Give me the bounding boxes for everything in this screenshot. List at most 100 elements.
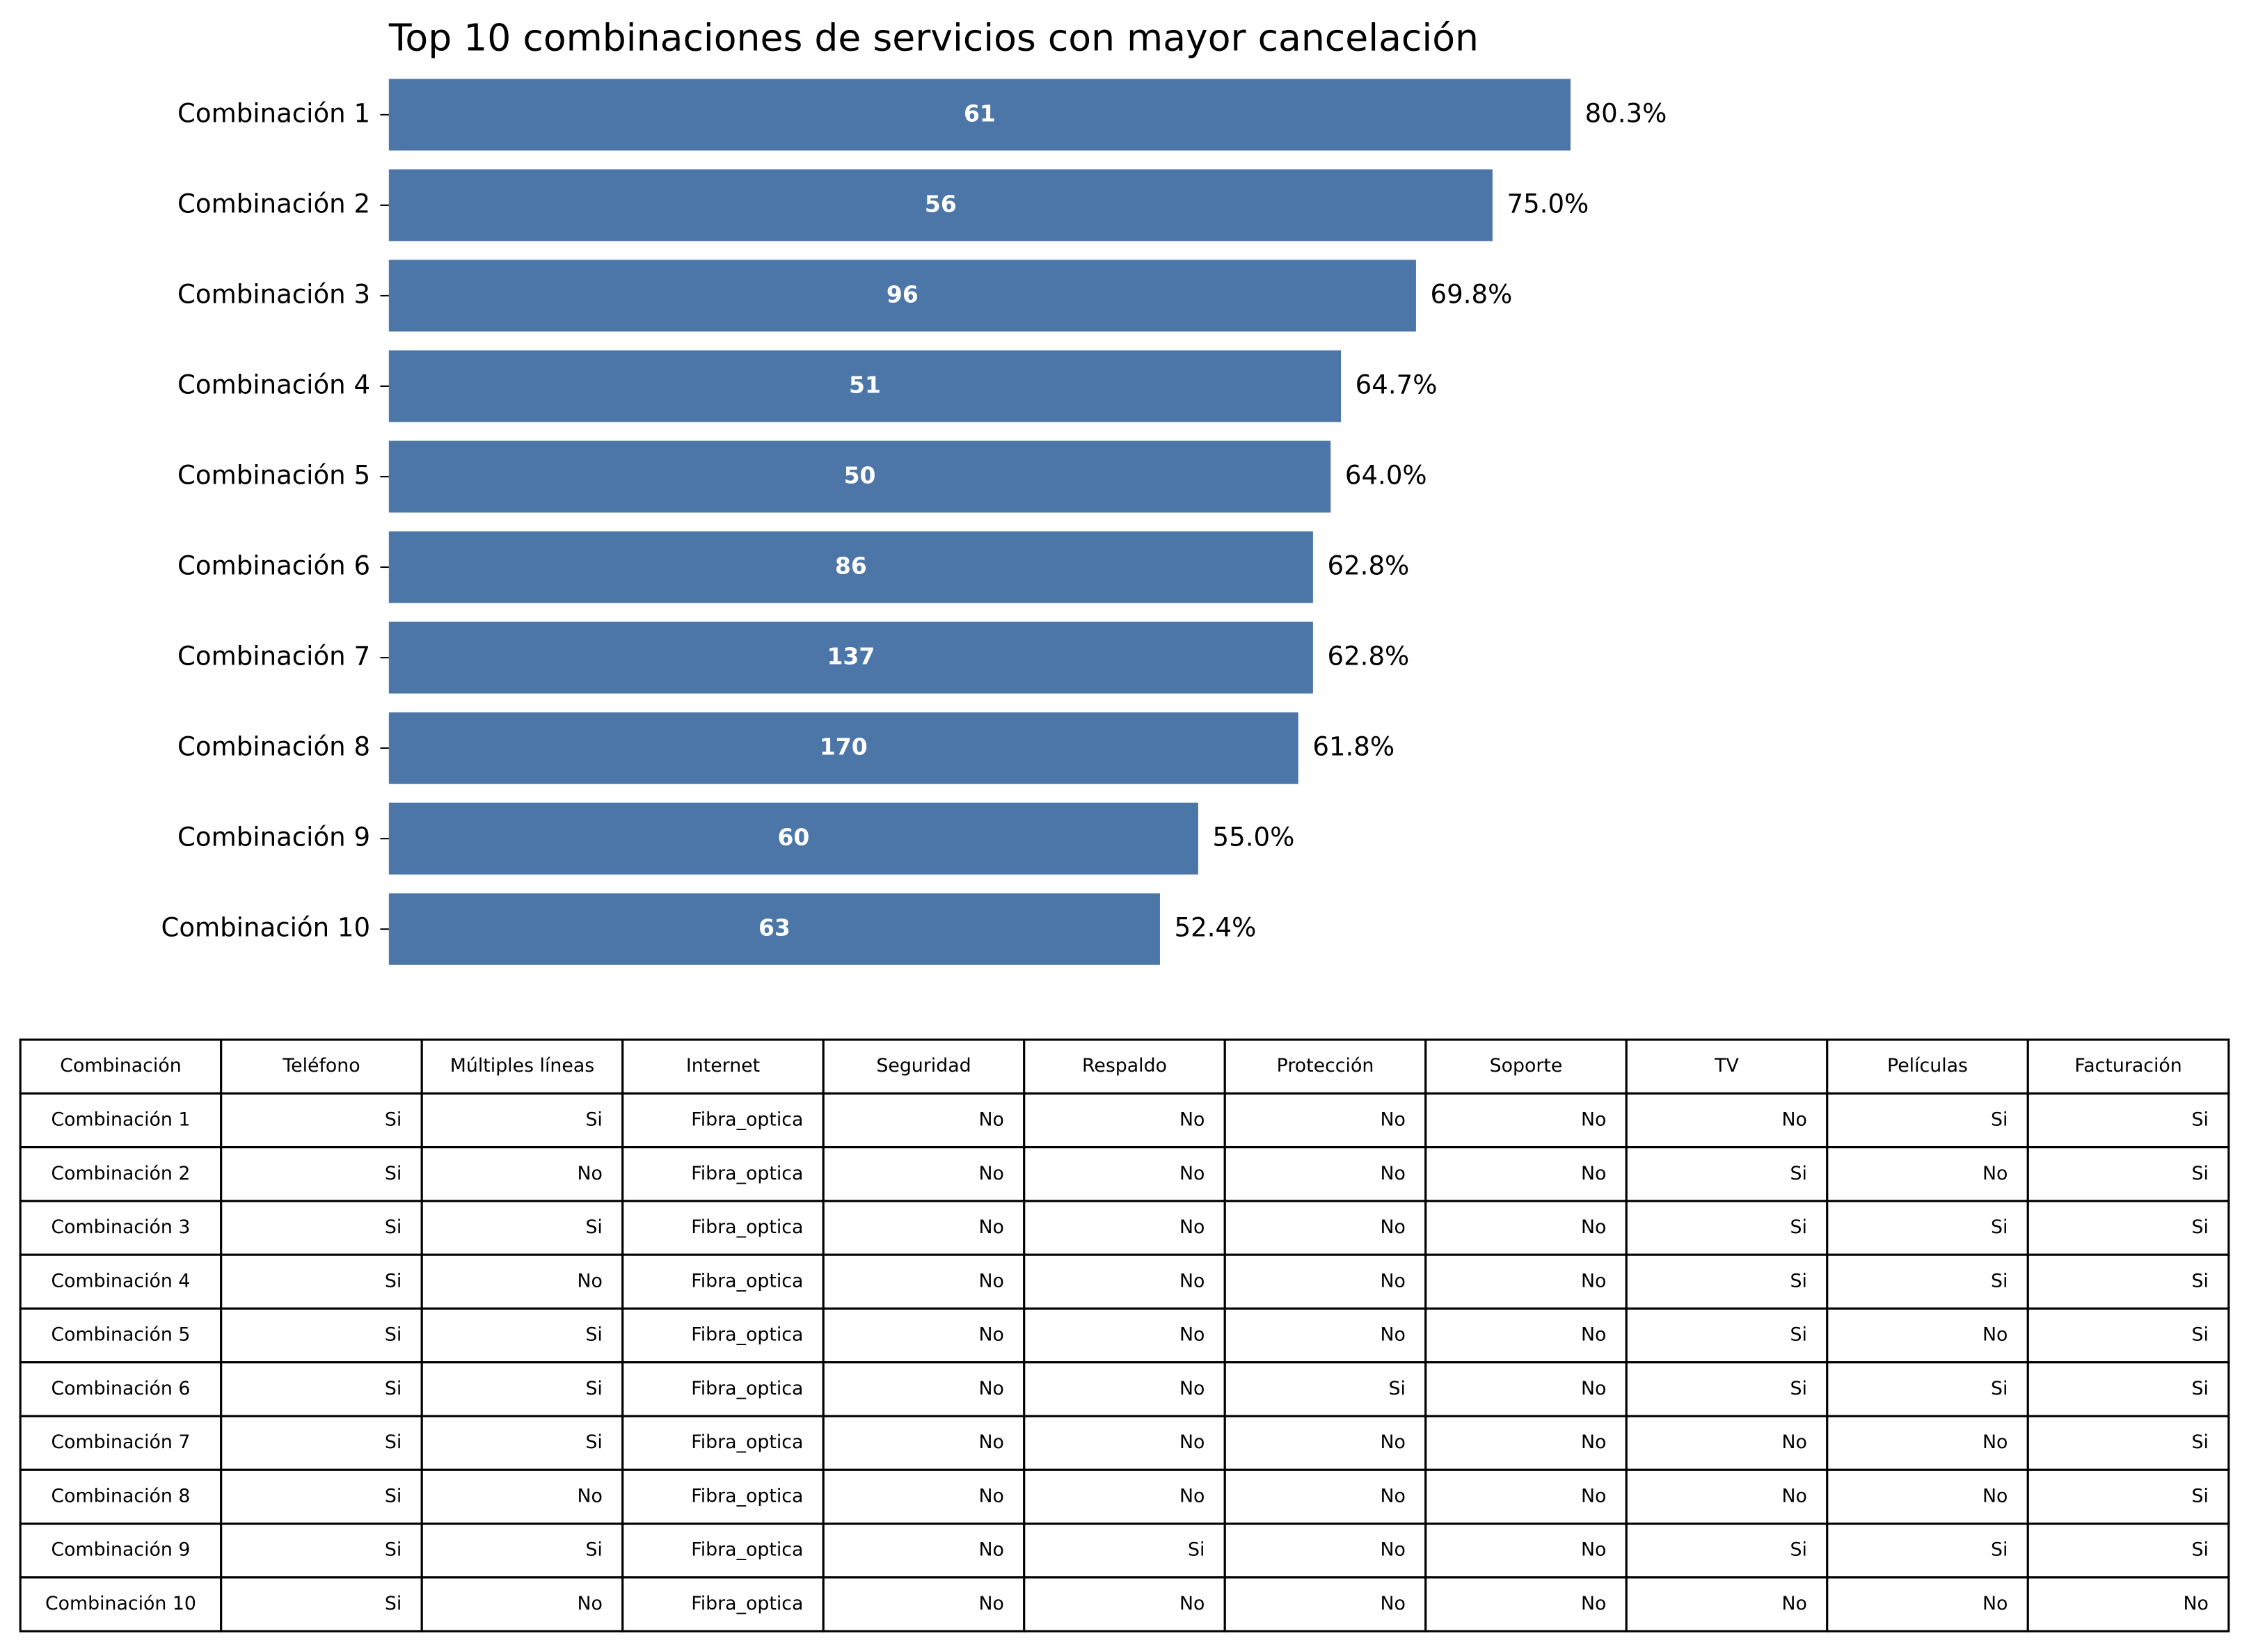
table-cell-text: Si <box>585 1539 602 1561</box>
count-label: 86 <box>835 553 867 580</box>
table-cell <box>1625 1200 1829 1256</box>
table-cell <box>621 1092 825 1149</box>
table-cell <box>1223 1415 1427 1471</box>
count-label: 50 <box>844 461 876 489</box>
value-label: 55.0% <box>1213 823 1295 852</box>
table-cell-text: Fibra_optica <box>691 1431 803 1453</box>
table-cell-text: No <box>1381 1539 1406 1561</box>
table-cell <box>822 1361 1026 1417</box>
table-cell-text: Si <box>1991 1378 2008 1399</box>
table-cell-text: Si <box>1790 1378 1806 1399</box>
table-cell-text: Si <box>385 1109 402 1130</box>
table-cell-text: No <box>1381 1431 1406 1453</box>
table-cell-text: Fibra_optica <box>691 1270 803 1292</box>
table-cell-text: Combinación 4 <box>51 1270 190 1292</box>
table-cell-text: No <box>1581 1163 1606 1184</box>
table-cell-text: Combinación 8 <box>51 1485 190 1507</box>
table-header: Múltiples líneas <box>450 1055 594 1077</box>
table-cell-text: No <box>1982 1593 2008 1614</box>
table-cell <box>2026 1092 2230 1149</box>
value-label: 69.8% <box>1431 279 1513 309</box>
bar <box>388 712 1298 784</box>
count-label: 96 <box>887 280 919 308</box>
table-cell <box>822 1307 1026 1364</box>
table-cell <box>621 1307 825 1364</box>
y-tick-label: Combinación 10 <box>161 913 370 943</box>
table-cell <box>1023 1523 1226 1579</box>
table-cell-text: No <box>577 1593 602 1614</box>
table-cell-text: No <box>1581 1270 1606 1292</box>
table-cell-text: Si <box>1991 1109 2008 1130</box>
table-cell <box>1424 1361 1628 1417</box>
table-cell-text: No <box>1381 1216 1406 1238</box>
table-cell <box>822 1146 1026 1202</box>
table-header: Facturación <box>2074 1055 2182 1077</box>
y-tick-label: Combinación 1 <box>177 98 370 128</box>
count-label: 60 <box>777 824 809 851</box>
table-cell-text: Combinación 2 <box>51 1163 190 1184</box>
count-label: 137 <box>827 643 875 670</box>
table-cell-text: No <box>1982 1163 2008 1184</box>
bar <box>388 621 1313 694</box>
table-cell-text: No <box>1179 1324 1205 1346</box>
table-cell-text: No <box>1381 1324 1406 1346</box>
table-cell-text: Combinación 3 <box>51 1216 190 1238</box>
table-cell-text: No <box>978 1485 1003 1507</box>
table-cell <box>1625 1307 1829 1364</box>
value-label: 75.0% <box>1507 189 1589 219</box>
table-cell <box>220 1576 423 1633</box>
table-cell-text: No <box>1581 1109 1606 1130</box>
table-header: TV <box>1714 1055 1739 1077</box>
table-header: Teléfono <box>282 1055 360 1077</box>
table-cell <box>1424 1415 1628 1471</box>
table-cell <box>2026 1253 2230 1310</box>
table-cell-text: No <box>978 1324 1003 1346</box>
table-cell <box>1223 1146 1427 1202</box>
table-cell-text: No <box>978 1431 1003 1453</box>
table-cell <box>420 1468 624 1525</box>
table-cell <box>220 1253 423 1310</box>
table-cell-text: No <box>577 1270 602 1292</box>
table-cell-text: No <box>978 1109 1003 1130</box>
table-cell-text: No <box>1581 1485 1606 1507</box>
table-header: Respaldo <box>1082 1055 1167 1077</box>
table-cell-text: No <box>1581 1539 1606 1561</box>
table-cell <box>420 1415 624 1471</box>
table-cell-text: No <box>1782 1593 1807 1614</box>
table-cell-text: No <box>1782 1109 1807 1130</box>
table-cell-text: Si <box>585 1378 602 1399</box>
table-cell-text: No <box>1581 1378 1606 1399</box>
table-cell-text: Si <box>2192 1485 2209 1507</box>
table-cell-text: No <box>1982 1431 2008 1453</box>
table-cell <box>420 1253 624 1310</box>
table-cell-text: Combinación 1 <box>51 1109 190 1130</box>
y-tick-label: Combinación 6 <box>177 551 370 581</box>
value-label: 61.8% <box>1312 732 1394 762</box>
table-header: Protección <box>1277 1055 1374 1077</box>
count-label: 56 <box>925 190 957 217</box>
table-cell-text: Fibra_optica <box>691 1109 803 1130</box>
table-cell <box>2026 1415 2230 1471</box>
table-cell-text: Si <box>1790 1270 1806 1292</box>
table-cell <box>1625 1468 1829 1525</box>
y-tick-label: Combinación 7 <box>177 642 370 672</box>
table-cell-text: Si <box>1790 1324 1806 1346</box>
table-cell <box>2026 1307 2230 1364</box>
table-cell <box>1223 1307 1427 1364</box>
table-cell-text: No <box>978 1163 1003 1184</box>
bar <box>388 893 1160 965</box>
table-cell-text: No <box>1581 1593 1606 1614</box>
value-label: 62.8% <box>1328 642 1410 672</box>
table-cell-text: Si <box>2192 1324 2209 1346</box>
table-cell-text: Fibra_optica <box>691 1593 803 1614</box>
table-cell-text: Si <box>2192 1539 2209 1561</box>
table-cell-text: Si <box>385 1270 402 1292</box>
table-cell-text: Fibra_optica <box>691 1378 803 1399</box>
table-cell <box>1625 1415 1829 1471</box>
table-cell <box>220 1038 423 1095</box>
count-label: 51 <box>849 371 881 398</box>
table-cell <box>2026 1468 2230 1525</box>
table-cell-text: Si <box>385 1593 402 1614</box>
table-cell-text: No <box>577 1485 602 1507</box>
table-cell <box>1826 1468 2029 1525</box>
